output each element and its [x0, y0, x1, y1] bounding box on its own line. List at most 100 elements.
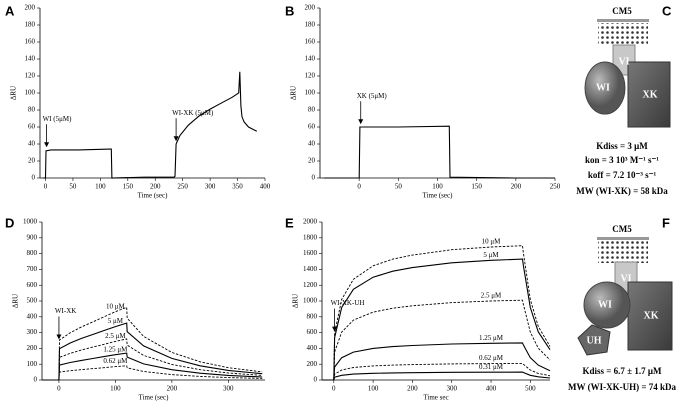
y-tick-label: 400: [307, 344, 318, 352]
panel-letter: A: [5, 3, 15, 18]
y-tick-label: 200: [27, 344, 38, 352]
x-tick-label: 200: [150, 183, 161, 191]
data-line: [42, 322, 263, 381]
part-label: VI: [618, 56, 629, 67]
x-axis-label: Time (sec): [138, 192, 169, 200]
part-label: XK: [644, 310, 659, 321]
y-tick-label: 0: [32, 174, 36, 182]
annotation: WI (5μM): [43, 115, 72, 123]
y-axis-label: ΔRU: [292, 294, 300, 308]
series-label: 10 μM: [106, 302, 126, 310]
x-tick-label: 200: [167, 385, 178, 393]
domain-xk: [627, 281, 673, 351]
annotation: WI-XK-UH: [331, 299, 365, 307]
y-tick-label: 20: [308, 157, 316, 165]
data-line: [42, 338, 263, 381]
x-tick-label: 250: [550, 183, 561, 191]
y-tick-label: 200: [307, 360, 318, 368]
x-tick-label: 400: [260, 183, 271, 191]
surface: [597, 19, 649, 22]
arrow-head: [56, 334, 62, 340]
series-label: 1.25 μM: [479, 334, 504, 342]
panel-letter: E: [285, 215, 294, 230]
dextran: [598, 23, 648, 45]
y-tick-label: 600: [27, 281, 38, 289]
x-tick-label: 50: [395, 183, 403, 191]
y-tick-label: 180: [305, 21, 316, 29]
series-label: 0.31 μM: [479, 363, 504, 371]
surface-label: CM5: [612, 224, 632, 234]
y-tick-label: 200: [305, 4, 316, 12]
y-tick-label: 40: [308, 140, 316, 148]
y-tick-label: 1600: [303, 249, 318, 257]
data-line: [42, 71, 258, 179]
annotation: WI-XK (5μM): [172, 109, 214, 117]
constant: Kdiss = 3 μM: [596, 141, 648, 151]
x-tick-label: 0: [332, 385, 336, 393]
y-tick-label: 0: [312, 174, 316, 182]
y-tick-label: 2000: [303, 218, 318, 226]
y-tick-label: 80: [308, 106, 316, 114]
x-tick-label: 350: [232, 183, 243, 191]
x-tick-label: 200: [407, 385, 418, 393]
panel: D 0 100 200 300 400 500 600 700 800 900 1000 0 100 200…: [5, 215, 265, 402]
arrow-head: [358, 119, 364, 125]
panel: A 0 20 40 60 80 100 120 140 160 180 200 0 50 100 150 200…: [5, 3, 271, 199]
data-line: [322, 258, 551, 381]
panel: E 0 200 400 600 800 1000 1200 1400 1600 1800 2000 0 1…: [285, 215, 551, 402]
diagram-f: F CM5 VI WI UH XK Kdiss = 6.7 ± 1.7 μM M…: [568, 215, 676, 392]
arrow-head: [44, 142, 50, 148]
y-tick-label: 900: [27, 233, 38, 241]
y-axis-label: ΔRU: [10, 86, 18, 100]
x-tick-label: 100: [95, 183, 106, 191]
x-axis-label: Time sec: [423, 394, 448, 402]
constant: MW (WI-XK) = 58 kDa: [576, 186, 668, 196]
x-axis-label: Time (sec): [423, 192, 454, 200]
series-label: 5 μM: [108, 317, 124, 325]
y-tick-label: 800: [27, 249, 38, 257]
x-tick-label: 400: [486, 385, 497, 393]
diagram-c: C CM5 VI WI XK Kdiss = 3 μM kon = 3 10³ …: [576, 3, 672, 196]
y-tick-label: 0: [314, 376, 318, 384]
x-tick-label: 0: [44, 183, 48, 191]
x-tick-label: 50: [69, 183, 77, 191]
domain-wi: [584, 61, 626, 115]
y-tick-label: 20: [28, 157, 36, 165]
data-line: [42, 306, 263, 381]
part-label: XK: [643, 89, 658, 100]
data-line: [42, 352, 263, 381]
x-tick-label: 250: [177, 183, 188, 191]
surface-label: CM5: [612, 6, 632, 16]
data-line: [322, 299, 551, 381]
y-tick-label: 60: [308, 123, 316, 131]
part-label: VI: [620, 273, 631, 284]
panel-letter: D: [5, 215, 14, 230]
series-label: 0.62 μM: [103, 357, 128, 365]
series-label: 2.5 μM: [481, 292, 502, 300]
part-label: WI: [596, 82, 610, 93]
y-tick-label: 800: [307, 312, 318, 320]
surface: [597, 237, 649, 240]
y-axis-label: ΔRU: [290, 86, 298, 100]
series-label: 0.62 μM: [479, 354, 504, 362]
y-tick-label: 300: [27, 328, 38, 336]
y-tick-label: 100: [25, 89, 36, 97]
x-tick-label: 150: [123, 183, 134, 191]
y-tick-label: 1200: [303, 281, 318, 289]
y-tick-label: 400: [27, 312, 38, 320]
domain-wi: [583, 281, 631, 329]
y-tick-label: 700: [27, 265, 38, 273]
series-label: 5 μM: [483, 251, 499, 259]
arrow-head: [332, 326, 338, 332]
y-tick-label: 200: [25, 4, 36, 12]
y-axis-label: ΔRU: [12, 294, 20, 308]
y-tick-label: 160: [305, 38, 316, 46]
y-tick-label: 120: [305, 72, 316, 80]
x-tick-label: 100: [110, 385, 121, 393]
x-tick-label: 300: [223, 385, 234, 393]
x-tick-label: 300: [205, 183, 216, 191]
y-tick-label: 1400: [303, 265, 318, 273]
y-tick-label: 1800: [303, 233, 318, 241]
x-tick-label: 100: [432, 183, 443, 191]
